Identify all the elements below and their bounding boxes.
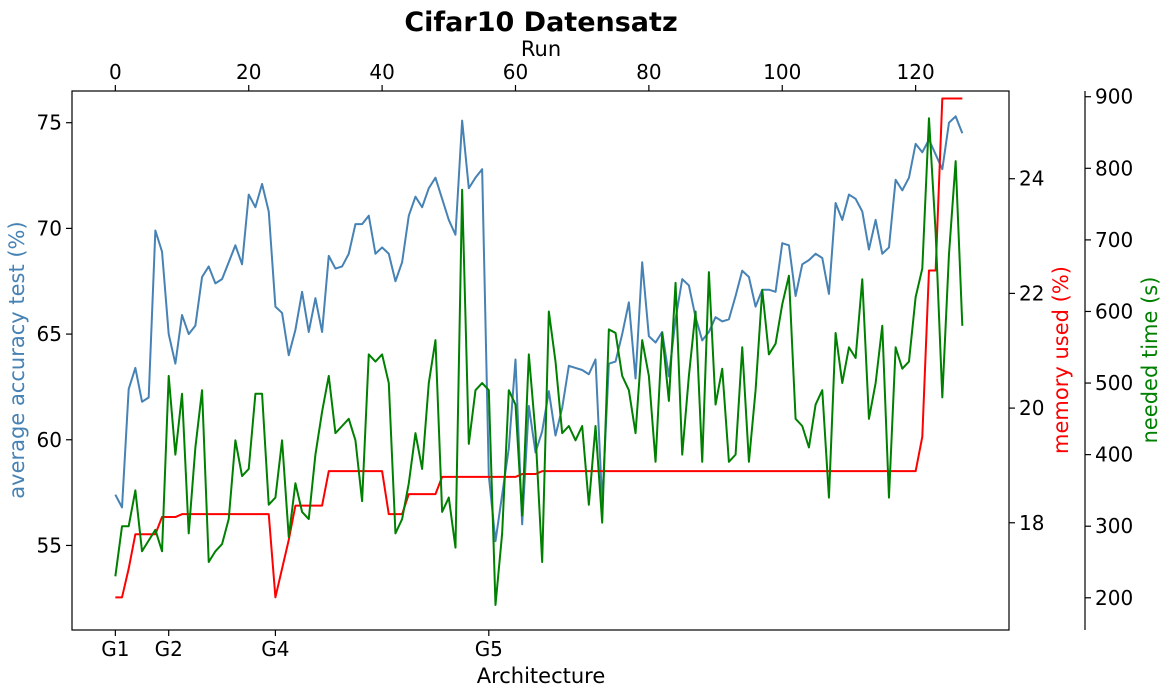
bottom-tick-label: G1	[101, 637, 129, 661]
series-lines	[114, 97, 964, 606]
bottom-tick-label: G2	[155, 637, 183, 661]
time-tick-label: 600	[1095, 299, 1133, 323]
plot-frame	[71, 90, 1010, 631]
chart-title: Cifar10 Datensatz	[404, 7, 677, 38]
top-tick-label: 100	[763, 60, 801, 84]
memory-tick-label: 18	[1019, 511, 1044, 535]
memory-tick-label: 22	[1019, 281, 1044, 305]
top-axis-label: Run	[521, 37, 561, 61]
time-tick-label: 700	[1095, 228, 1133, 252]
accuracy-tick-label: 55	[37, 533, 62, 557]
top-tick-label: 40	[369, 60, 394, 84]
axis-ticks: 0 20 40 60 80 100 120 G1 G2 G4 G5 55 60 65 70 75 18 20 22 2…	[37, 60, 1134, 661]
memory-axis-label: memory used (%)	[1049, 266, 1073, 454]
accuracy-tick-label: 70	[37, 216, 62, 240]
accuracy-series-line	[114, 115, 964, 543]
time-tick-label: 300	[1095, 514, 1133, 538]
bottom-tick-label: G4	[261, 637, 289, 661]
accuracy-axis-label: average accuracy test (%)	[5, 221, 29, 498]
top-tick-label: 60	[503, 60, 528, 84]
accuracy-tick-label: 60	[37, 428, 62, 452]
accuracy-tick-label: 65	[37, 322, 62, 346]
memory-series-line	[115, 97, 963, 599]
time-tick-label: 400	[1095, 443, 1133, 467]
accuracy-tick-label: 75	[37, 111, 62, 135]
time-axis-label: needed time (s)	[1138, 277, 1162, 444]
top-tick-label: 20	[236, 60, 261, 84]
top-tick-label: 120	[897, 60, 935, 84]
time-tick-label: 900	[1095, 85, 1133, 109]
bottom-axis-label: Architecture	[477, 664, 606, 688]
time-tick-label: 200	[1095, 586, 1133, 610]
top-tick-label: 80	[636, 60, 661, 84]
memory-tick-label: 24	[1019, 167, 1044, 191]
memory-tick-label: 20	[1019, 396, 1044, 420]
time-series-line	[114, 117, 964, 606]
bottom-tick-label: G5	[475, 637, 503, 661]
time-tick-label: 800	[1095, 156, 1133, 180]
time-tick-label: 500	[1095, 371, 1133, 395]
top-tick-label: 0	[109, 60, 122, 84]
